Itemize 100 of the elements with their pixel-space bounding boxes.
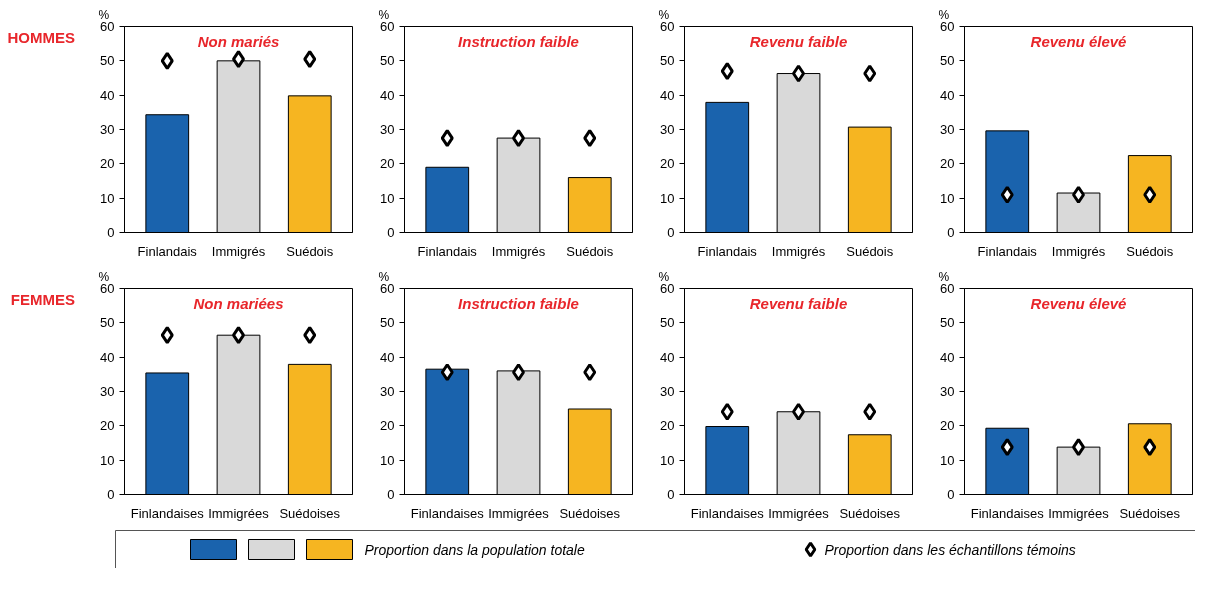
- y-tick-label: 10: [380, 452, 395, 468]
- x-tick-label: Finlandais: [977, 243, 1038, 259]
- y-tick-label: 20: [100, 418, 115, 434]
- x-tick-label: Suédois: [1126, 243, 1174, 259]
- x-tick-label: Immigrés: [1051, 243, 1106, 259]
- y-tick-label: 40: [100, 87, 115, 103]
- y-tick-label: 60: [380, 19, 395, 34]
- x-tick-label: Finlandaises: [970, 505, 1045, 521]
- legend-label: Proportion dans la population totale: [364, 541, 585, 558]
- y-tick-label: 0: [107, 225, 115, 240]
- y-tick-label: 40: [380, 349, 395, 365]
- y-tick-label: 40: [660, 87, 675, 103]
- y-tick-label: 60: [660, 281, 675, 296]
- legend-label: Proportion dans les échantillons témoins: [824, 541, 1076, 558]
- y-tick-label: 40: [660, 349, 675, 365]
- y-tick-label: 50: [380, 315, 395, 331]
- x-tick-label: Finlandaises: [130, 505, 205, 521]
- y-tick-label: 0: [667, 487, 675, 502]
- y-tick-label: 20: [380, 156, 395, 172]
- x-tick-label: Immigrées: [768, 505, 830, 521]
- y-axis-title: %: [658, 269, 670, 284]
- y-tick-label: 60: [940, 281, 955, 296]
- y-tick-label: 60: [100, 281, 115, 296]
- y-tick-label: 20: [660, 156, 675, 172]
- y-tick-label: 50: [940, 315, 955, 331]
- chart-title: Revenu faible: [749, 32, 848, 50]
- y-tick-label: 50: [100, 53, 115, 69]
- y-tick-label: 40: [940, 349, 955, 365]
- y-tick-label: 40: [940, 87, 955, 103]
- y-tick-label: 50: [380, 53, 395, 69]
- chart-title: Revenu faible: [749, 294, 848, 312]
- chart-title: Non mariés: [197, 32, 280, 50]
- y-tick-label: 10: [940, 452, 955, 468]
- y-tick-label: 30: [940, 384, 955, 399]
- y-tick-label: 10: [380, 190, 395, 206]
- x-tick-label: Immigrées: [488, 505, 550, 521]
- y-tick-label: 0: [947, 225, 955, 240]
- x-tick-label: Immigrés: [211, 243, 266, 259]
- chart-subtitle: HOMMES: [7, 28, 75, 48]
- y-axis-title: %: [938, 269, 950, 284]
- chart-title: Revenu élevé: [1030, 32, 1127, 50]
- y-tick-label: 30: [660, 384, 675, 399]
- chart-title: Instruction faible: [458, 294, 579, 312]
- chart-subtitle: FEMMES: [10, 290, 75, 310]
- y-tick-label: 50: [100, 315, 115, 331]
- y-tick-label: 20: [100, 156, 115, 172]
- y-tick-label: 60: [940, 19, 955, 34]
- y-tick-label: 0: [667, 225, 675, 240]
- y-tick-label: 20: [940, 418, 955, 434]
- y-tick-label: 20: [940, 156, 955, 172]
- y-tick-label: 10: [660, 452, 675, 468]
- x-tick-label: Immigrés: [491, 243, 546, 259]
- y-tick-label: 10: [940, 190, 955, 206]
- x-tick-label: Suédoises: [1119, 505, 1181, 521]
- y-tick-label: 50: [660, 315, 675, 331]
- y-tick-label: 20: [660, 418, 675, 434]
- x-tick-label: Immigrées: [1048, 505, 1110, 521]
- x-tick-label: Finlandais: [137, 243, 198, 259]
- y-tick-label: 20: [380, 418, 395, 434]
- x-tick-label: Suédoises: [559, 505, 621, 521]
- y-axis-title: %: [98, 269, 110, 284]
- x-tick-label: Finlandais: [697, 243, 758, 259]
- y-tick-label: 30: [100, 122, 115, 137]
- x-tick-label: Finlandaises: [410, 505, 485, 521]
- x-tick-label: Suédois: [566, 243, 614, 259]
- y-tick-label: 30: [660, 122, 675, 137]
- y-tick-label: 10: [100, 452, 115, 468]
- y-tick-label: 0: [107, 487, 115, 502]
- x-tick-label: Suédois: [846, 243, 894, 259]
- y-tick-label: 30: [380, 122, 395, 137]
- y-tick-label: 50: [660, 53, 675, 69]
- chart-title: Non mariées: [193, 294, 284, 312]
- y-tick-label: 30: [380, 384, 395, 399]
- x-tick-label: Suédoises: [279, 505, 341, 521]
- y-tick-label: 0: [947, 487, 955, 502]
- y-tick-label: 10: [660, 190, 675, 206]
- y-tick-label: 30: [940, 122, 955, 137]
- y-tick-label: 10: [100, 190, 115, 206]
- y-axis-title: %: [658, 7, 670, 22]
- chart-title: Instruction faible: [458, 32, 579, 50]
- chart-title: Revenu élevé: [1030, 294, 1127, 312]
- y-axis-title: %: [378, 7, 390, 22]
- y-axis-title: %: [98, 7, 110, 22]
- y-axis-title: %: [938, 7, 950, 22]
- y-tick-label: 40: [100, 349, 115, 365]
- x-tick-label: Suédois: [286, 243, 334, 259]
- y-tick-label: 60: [660, 19, 675, 34]
- x-tick-label: Immigrées: [208, 505, 270, 521]
- y-tick-label: 40: [380, 87, 395, 103]
- y-tick-label: 60: [100, 19, 115, 34]
- x-tick-label: Immigrés: [771, 243, 826, 259]
- y-tick-label: 30: [100, 384, 115, 399]
- y-tick-label: 0: [387, 225, 395, 240]
- y-tick-label: 0: [387, 487, 395, 502]
- y-tick-label: 60: [380, 281, 395, 296]
- x-tick-label: Finlandais: [417, 243, 478, 259]
- x-tick-label: Suédoises: [839, 505, 901, 521]
- y-tick-label: 50: [940, 53, 955, 69]
- x-tick-label: Finlandaises: [690, 505, 765, 521]
- y-axis-title: %: [378, 269, 390, 284]
